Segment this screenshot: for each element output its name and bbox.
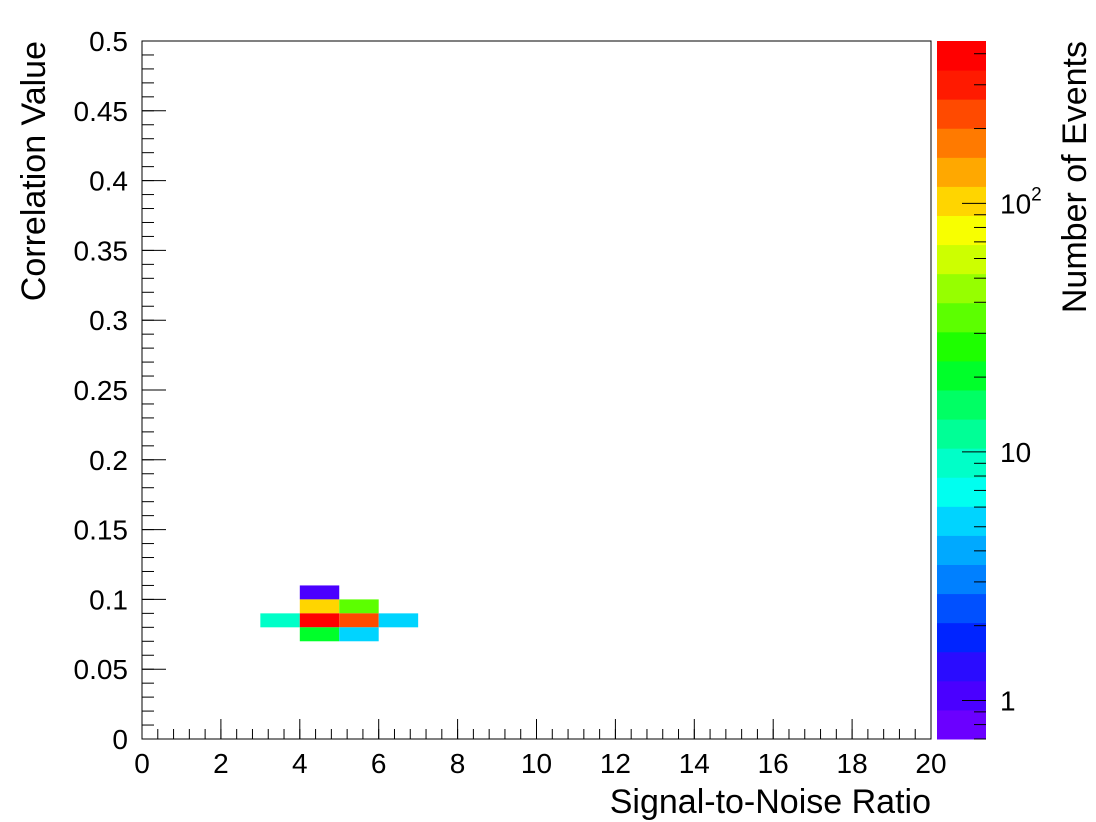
colorbar-swatch (937, 593, 986, 624)
colorbar-swatch (937, 244, 986, 275)
plot-frame (141, 40, 932, 740)
x-tick-label: 20 (915, 748, 946, 779)
y-tick-label: 0.1 (89, 584, 128, 615)
heatmap-bin (378, 613, 419, 628)
heatmap-bin (339, 599, 379, 614)
x-tick-label: 0 (134, 748, 150, 779)
heatmap-bin (299, 585, 340, 600)
x-axis-title: Signal-to-Noise Ratio (610, 783, 931, 821)
x-tick-label: 2 (213, 748, 229, 779)
y-tick-label: 0.15 (74, 515, 129, 546)
x-tick-label: 14 (679, 748, 710, 779)
heatmap-bin (339, 613, 379, 628)
colorbar-swatch (937, 680, 986, 711)
colorbar-swatch (937, 564, 986, 595)
colorbar-swatch (937, 331, 986, 362)
colorbar-tick-label: 1 (1000, 685, 1016, 716)
y-tick-label: 0.25 (74, 375, 129, 406)
colorbar-swatch (937, 128, 986, 158)
y-tick-label: 0.3 (89, 305, 128, 336)
colorbar-swatch (937, 215, 986, 246)
y-tick-label: 0.4 (89, 166, 128, 197)
x-tick-label: 10 (521, 748, 552, 779)
y-tick-label: 0.05 (74, 654, 129, 685)
colorbar-swatch (937, 477, 986, 507)
y-tick-label: 0.45 (74, 96, 129, 127)
y-tick-label: 0 (112, 724, 128, 755)
colorbar-tick-label: 10 (1000, 437, 1031, 468)
colorbar-swatch (937, 390, 986, 420)
x-tick-label: 18 (837, 748, 868, 779)
colorbar-swatch (937, 360, 986, 391)
x-tick-label: 16 (758, 748, 789, 779)
heatmap-bin (299, 599, 340, 614)
heatmap-bin (299, 627, 340, 642)
colorbar-swatch (937, 651, 986, 682)
y-axis: 0 0.05 0.1 0.15 0.2 0.25 0.3 0.35 0.4 0.45 0.5 (74, 26, 166, 755)
y-tick-label: 0.2 (89, 445, 128, 476)
y-tick-label: 0.5 (89, 26, 128, 57)
x-tick-label: 4 (292, 748, 308, 779)
colorbar-tick-base: 1 (1000, 685, 1016, 716)
colorbar-tick-exponent: 2 (1031, 184, 1042, 205)
colorbar-swatch (937, 186, 986, 216)
colorbar-swatch (937, 302, 986, 333)
x-tick-label: 12 (600, 748, 631, 779)
x-tick-label: 6 (371, 748, 387, 779)
colorbar-swatch (937, 99, 986, 129)
colorbar-title: Number of Events (1056, 41, 1094, 313)
colorbar-swatch (937, 419, 986, 449)
colorbar-swatch (937, 535, 986, 565)
heatmap-bin (339, 627, 379, 642)
x-axis: 0 2 4 6 8 10 12 14 16 18 20 (134, 719, 947, 779)
heatmap-bin (260, 613, 300, 628)
y-tick-label: 0.35 (74, 235, 129, 266)
colorbar-swatch (937, 157, 986, 187)
colorbar-tick-base: 10 (1000, 188, 1031, 219)
colorbar-swatch (937, 506, 986, 536)
x-tick-label: 8 (450, 748, 466, 779)
y-axis-title: Correlation Value (15, 41, 53, 301)
colorbar-tick-base: 10 (1000, 437, 1031, 468)
colorbar-swatch (937, 622, 986, 653)
bins-layer (260, 585, 419, 642)
colorbar-swatch (937, 41, 986, 71)
colorbar-tick-label: 102 (1000, 184, 1042, 219)
heatmap-bin (299, 613, 340, 628)
